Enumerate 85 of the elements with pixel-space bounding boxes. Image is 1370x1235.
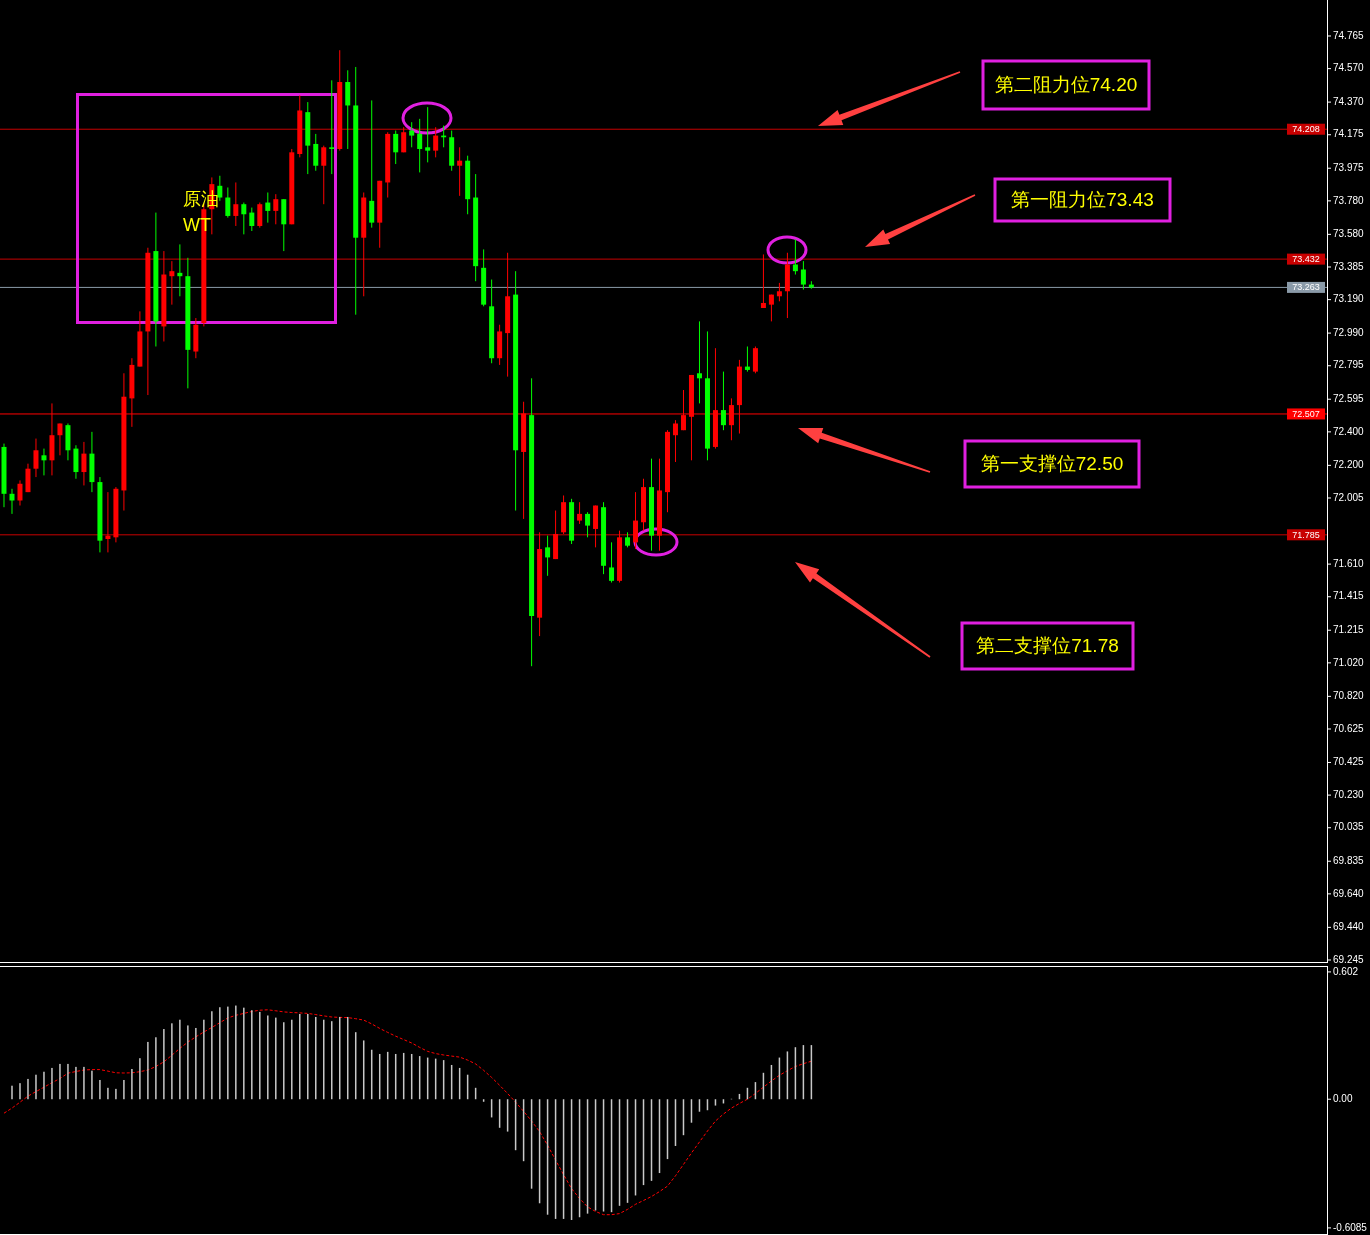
- candlestick: [73, 444, 79, 480]
- y-tick-label: 72.595: [1333, 392, 1365, 404]
- candlestick: [768, 294, 774, 322]
- candlestick: [225, 186, 231, 219]
- candlestick: [313, 133, 319, 172]
- annotation: 第二阻力位74.20: [994, 74, 1138, 96]
- candlestick: [233, 181, 239, 227]
- candlestick: [425, 106, 431, 163]
- y-tick-label: 70.820: [1333, 689, 1365, 701]
- candlestick: [393, 130, 399, 165]
- candlestick: [776, 282, 782, 302]
- candlestick: [696, 320, 702, 404]
- y-tick-label: -0.6085: [1333, 1221, 1368, 1233]
- candlestick: [752, 346, 758, 374]
- candlestick: [433, 126, 439, 158]
- y-tick-label: 73.190: [1333, 293, 1365, 305]
- ref-line-label: 72.507: [1292, 408, 1320, 419]
- y-tick-label: 69.245: [1333, 953, 1365, 965]
- annotation: 第一阻力位73.43: [1011, 189, 1154, 211]
- y-tick-label: 0.602: [1333, 965, 1359, 977]
- y-tick-label: 72.990: [1333, 326, 1365, 338]
- y-tick-label: 72.795: [1333, 359, 1365, 371]
- candlestick: [273, 193, 279, 225]
- candlestick: [409, 121, 415, 148]
- candlestick: [25, 463, 31, 493]
- y-tick-label: 69.440: [1333, 920, 1365, 932]
- annotation: 第二支撑位71.78: [976, 635, 1119, 657]
- y-tick-label: 70.230: [1333, 788, 1365, 800]
- candlestick: [545, 535, 551, 577]
- y-tick-label: 69.640: [1333, 887, 1365, 899]
- candlestick: [41, 448, 47, 476]
- ref-line-label: 73.432: [1292, 254, 1320, 264]
- y-tick-label: 73.780: [1333, 194, 1365, 206]
- candlestick: [33, 438, 39, 478]
- y-tick-label: 71.020: [1333, 656, 1365, 668]
- candlestick: [169, 260, 175, 306]
- ref-line-label: 73.263: [1292, 282, 1320, 293]
- annotation: 第一支撑位72.50: [980, 453, 1124, 475]
- y-tick-label: 70.625: [1333, 722, 1365, 734]
- y-tick-label: 0.00: [1333, 1092, 1353, 1104]
- y-tick-label: 73.385: [1333, 260, 1365, 272]
- y-tick-label: 69.835: [1333, 854, 1365, 866]
- candlestick: [585, 511, 591, 538]
- candlestick: [457, 146, 463, 197]
- candlestick: [81, 441, 87, 486]
- candlestick: [241, 202, 247, 235]
- candlestick: [792, 238, 798, 276]
- candlestick: [672, 419, 678, 463]
- candlestick: [249, 207, 255, 232]
- candlestick: [609, 541, 615, 584]
- candlestick: [257, 202, 263, 229]
- candlestick: [17, 479, 23, 507]
- y-tick-label: 74.570: [1333, 62, 1365, 74]
- y-tick-label: 71.610: [1333, 557, 1365, 569]
- y-tick-label: 72.200: [1333, 458, 1365, 470]
- y-tick-label: 72.005: [1333, 491, 1365, 503]
- candlestick: [720, 371, 726, 431]
- y-tick-label: 71.415: [1333, 590, 1365, 602]
- y-tick-label: 74.370: [1333, 95, 1365, 107]
- candlestick: [57, 423, 63, 456]
- y-tick-label: 71.215: [1333, 623, 1365, 635]
- ref-line-label: 71.785: [1292, 529, 1320, 540]
- y-tick-label: 74.765: [1333, 29, 1365, 41]
- y-tick-label: 73.975: [1333, 161, 1365, 173]
- y-tick-label: 74.175: [1333, 128, 1365, 140]
- candlestick: [321, 145, 327, 205]
- candlestick: [760, 253, 766, 309]
- candlestick: [401, 126, 407, 153]
- candlestick: [9, 488, 15, 515]
- candlestick: [329, 79, 335, 175]
- candlestick: [633, 491, 639, 550]
- candlestick: [593, 505, 599, 548]
- y-tick-label: 70.425: [1333, 756, 1365, 768]
- y-tick-label: 72.400: [1333, 425, 1365, 437]
- candlestick: [217, 175, 223, 202]
- candlestick: [417, 118, 423, 173]
- candlestick: [265, 192, 271, 224]
- y-tick-label: 73.580: [1333, 227, 1365, 239]
- line-series: [3, 1009, 812, 1216]
- candlestick: [369, 99, 375, 229]
- y-tick-label: 70.035: [1333, 821, 1365, 833]
- ref-line-label: 74.208: [1292, 124, 1320, 135]
- candlestick: [800, 260, 806, 291]
- candlestick: [345, 69, 351, 150]
- candlestick: [577, 501, 583, 525]
